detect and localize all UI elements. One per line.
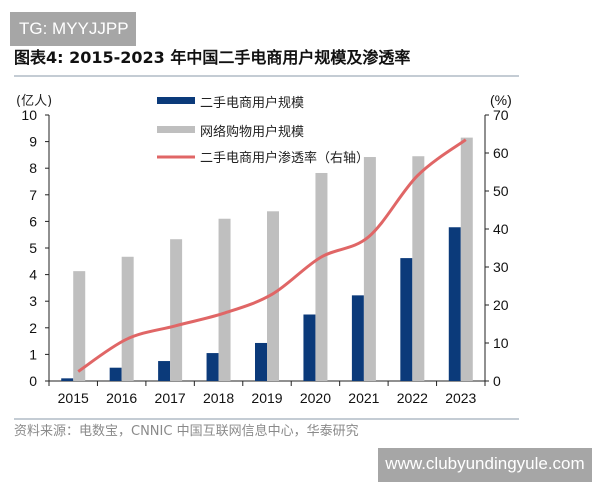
bar-online-shopping-users bbox=[170, 239, 182, 381]
right-axis-unit: (%) bbox=[490, 92, 512, 108]
left-tick-label: 9 bbox=[29, 134, 37, 150]
left-tick-label: 4 bbox=[29, 267, 37, 283]
bar-secondhand-users bbox=[400, 258, 412, 381]
legend-swatch-0 bbox=[157, 97, 195, 104]
right-tick-label: 40 bbox=[493, 221, 509, 237]
legend-label-0: 二手电商用户规模 bbox=[200, 95, 304, 111]
right-tick-label: 60 bbox=[493, 145, 509, 161]
bar-online-shopping-users bbox=[364, 157, 376, 381]
left-tick-label: 10 bbox=[21, 107, 37, 123]
x-tick-label: 2016 bbox=[106, 390, 137, 406]
chart-title: 图表4: 2015-2023 年中国二手电商用户规模及渗透率 bbox=[14, 48, 410, 67]
right-tick-label: 0 bbox=[493, 373, 501, 389]
legend-swatch-1 bbox=[157, 126, 195, 133]
right-tick-label: 50 bbox=[493, 183, 509, 199]
left-tick-label: 6 bbox=[29, 213, 37, 229]
left-tick-label: 8 bbox=[29, 160, 37, 176]
x-tick-label: 2018 bbox=[203, 390, 234, 406]
x-tick-label: 2023 bbox=[445, 390, 476, 406]
bar-online-shopping-users bbox=[461, 138, 473, 381]
bar-secondhand-users bbox=[110, 368, 122, 381]
legend-label-1: 网络购物用户规模 bbox=[200, 124, 304, 140]
right-tick-label: 70 bbox=[493, 107, 509, 123]
x-tick-label: 2017 bbox=[155, 390, 186, 406]
left-tick-label: 5 bbox=[29, 240, 37, 256]
left-tick-label: 2 bbox=[29, 320, 37, 336]
watermark-bottom: www.clubyundingyule.com bbox=[378, 448, 592, 482]
bar-secondhand-users bbox=[158, 361, 170, 381]
left-tick-label: 7 bbox=[29, 187, 37, 203]
bar-online-shopping-users bbox=[412, 156, 424, 381]
x-tick-label: 2019 bbox=[251, 390, 282, 406]
left-tick-label: 1 bbox=[29, 346, 37, 362]
bar-secondhand-users bbox=[303, 315, 315, 382]
right-tick-label: 10 bbox=[493, 335, 509, 351]
source-note: 资料来源：电数宝，CNNIC 中国互联网信息中心，华泰研究 bbox=[14, 423, 359, 439]
bar-online-shopping-users bbox=[219, 219, 231, 381]
left-tick-label: 0 bbox=[29, 373, 37, 389]
x-tick-label: 2022 bbox=[397, 390, 428, 406]
legend: 二手电商用户规模 网络购物用户规模 二手电商用户渗透率（右轴） bbox=[157, 95, 369, 166]
bar-online-shopping-users bbox=[73, 271, 85, 381]
bar-secondhand-users bbox=[61, 378, 73, 381]
x-tick-label: 2021 bbox=[348, 390, 379, 406]
left-tick-label: 3 bbox=[29, 293, 37, 309]
legend-label-2: 二手电商用户渗透率（右轴） bbox=[200, 150, 369, 166]
right-tick-label: 20 bbox=[493, 297, 509, 313]
x-tick-label: 2020 bbox=[300, 390, 331, 406]
bar-secondhand-users bbox=[207, 353, 219, 381]
right-tick-label: 30 bbox=[493, 259, 509, 275]
bar-secondhand-users bbox=[352, 295, 364, 381]
bar-online-shopping-users bbox=[122, 257, 134, 381]
bar-secondhand-users bbox=[449, 227, 461, 381]
bar-secondhand-users bbox=[255, 343, 267, 381]
x-tick-label: 2015 bbox=[58, 390, 89, 406]
bar-online-shopping-users bbox=[315, 173, 327, 381]
